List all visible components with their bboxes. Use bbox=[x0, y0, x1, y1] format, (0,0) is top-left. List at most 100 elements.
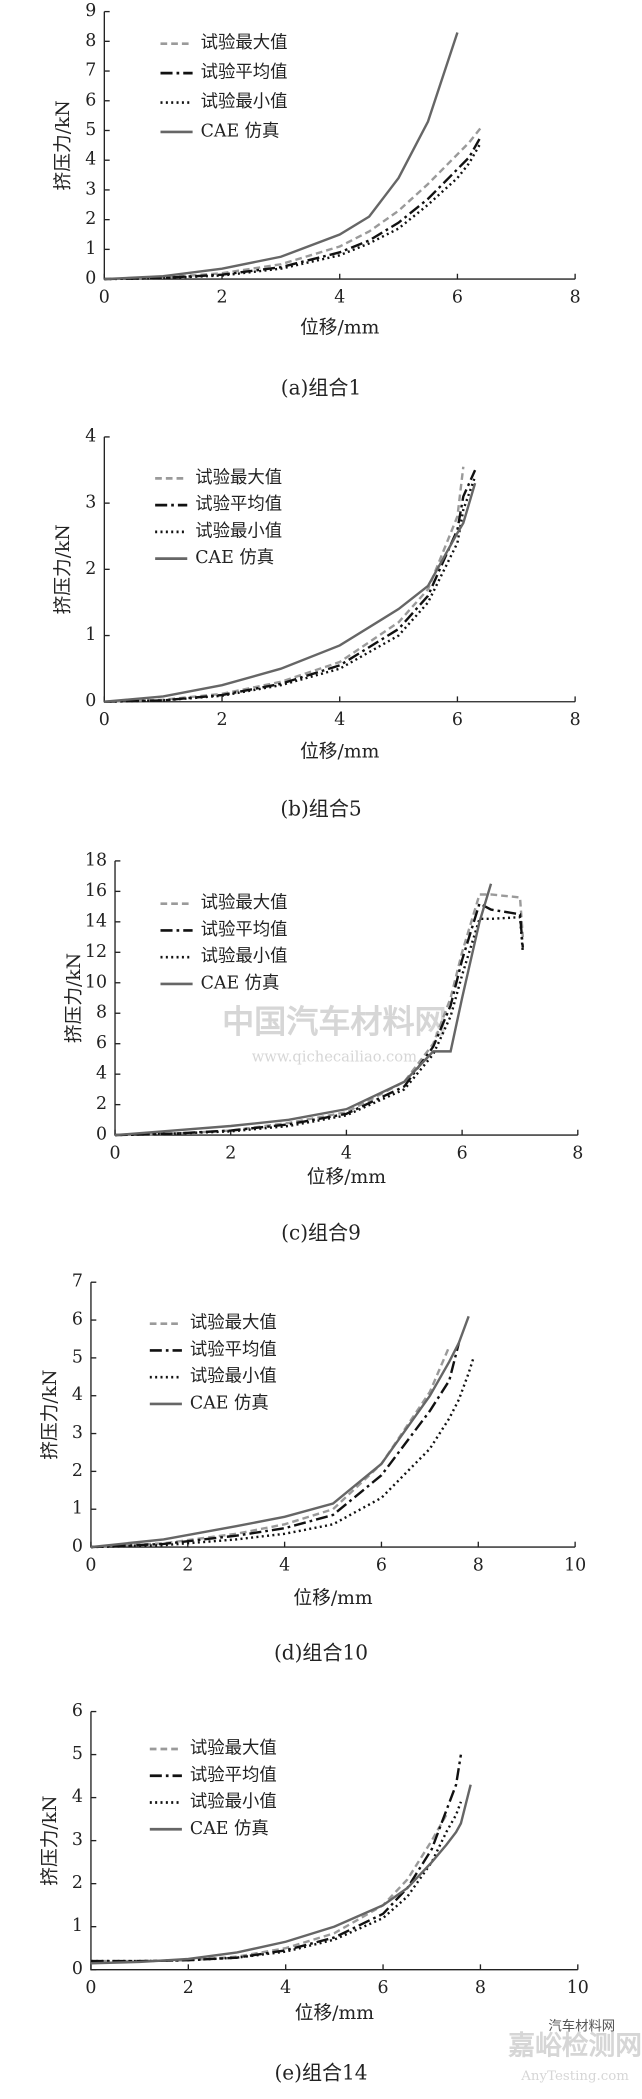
series-line bbox=[104, 135, 483, 281]
x-tick-label: 8 bbox=[475, 1978, 486, 1998]
y-tick-label: 2 bbox=[72, 1873, 83, 1893]
legend-label: 试验平均值 bbox=[190, 1340, 277, 1360]
legend-label: 试验最小值 bbox=[190, 1367, 277, 1387]
y-tick-label: 4 bbox=[72, 1385, 83, 1405]
x-tick-label: 0 bbox=[99, 287, 110, 307]
y-tick-label: 2 bbox=[72, 1461, 83, 1481]
x-tick-label: 2 bbox=[183, 1978, 194, 1998]
y-tick-label: 4 bbox=[85, 426, 96, 446]
x-tick-label: 2 bbox=[225, 1143, 236, 1163]
x-axis-label: 位移/mm bbox=[300, 742, 379, 763]
y-tick-label: 9 bbox=[85, 1, 96, 21]
series-line bbox=[104, 476, 477, 703]
legend-label: CAE 仿真 bbox=[195, 548, 274, 568]
y-tick-label: 18 bbox=[85, 850, 107, 870]
y-tick-label: 0 bbox=[96, 1125, 107, 1145]
x-tick-label: 6 bbox=[452, 287, 463, 307]
legend-label: 试验平均值 bbox=[201, 920, 288, 940]
legend-label: CAE 仿真 bbox=[201, 121, 280, 141]
y-tick-label: 5 bbox=[85, 120, 96, 140]
x-axis-label: 位移/mm bbox=[295, 2003, 374, 2024]
x-tick-label: 4 bbox=[280, 1978, 291, 1998]
y-tick-label: 2 bbox=[96, 1094, 107, 1114]
x-tick-label: 8 bbox=[570, 710, 581, 730]
y-tick-label: 1 bbox=[85, 239, 96, 259]
x-tick-label: 0 bbox=[85, 1555, 96, 1575]
legend-label: 试验最大值 bbox=[201, 893, 288, 913]
y-tick-label: 8 bbox=[85, 31, 96, 51]
y-axis-label: 挤压力/kN bbox=[40, 1370, 61, 1460]
y-tick-label: 0 bbox=[85, 269, 96, 289]
watermark: 嘉峪检测网 bbox=[508, 2029, 642, 2061]
y-tick-label: 2 bbox=[85, 209, 96, 229]
legend-label: 试验最大值 bbox=[190, 1739, 277, 1759]
y-tick-label: 10 bbox=[85, 972, 107, 992]
y-tick-label: 1 bbox=[85, 625, 96, 645]
y-tick-label: 14 bbox=[85, 911, 107, 931]
x-axis-label: 位移/mm bbox=[293, 1588, 372, 1609]
legend-label: 试验最小值 bbox=[195, 521, 282, 541]
x-tick-label: 4 bbox=[279, 1555, 290, 1575]
caption: (c)组合9 bbox=[281, 1221, 361, 1245]
y-tick-label: 6 bbox=[85, 90, 96, 110]
y-tick-label: 1 bbox=[72, 1499, 83, 1519]
legend-label: CAE 仿真 bbox=[190, 1819, 269, 1839]
x-tick-label: 2 bbox=[216, 710, 227, 730]
x-axis-label: 位移/mm bbox=[300, 318, 379, 339]
x-tick-label: 8 bbox=[570, 287, 581, 307]
y-tick-label: 7 bbox=[72, 1272, 83, 1292]
y-tick-label: 7 bbox=[85, 61, 96, 81]
series-line bbox=[90, 1754, 463, 1963]
x-tick-label: 4 bbox=[341, 1143, 352, 1163]
y-tick-label: 1 bbox=[72, 1916, 83, 1936]
y-tick-label: 6 bbox=[96, 1033, 107, 1053]
x-tick-label: 10 bbox=[567, 1978, 589, 1998]
series-line bbox=[90, 1357, 475, 1549]
caption: (e)组合14 bbox=[274, 2061, 367, 2085]
x-tick-label: 0 bbox=[85, 1978, 96, 1998]
watermark: AnyTesting.com bbox=[520, 2069, 629, 2084]
y-tick-label: 6 bbox=[72, 1310, 83, 1330]
axis bbox=[103, 11, 576, 280]
series-line bbox=[104, 126, 482, 281]
series-line bbox=[104, 32, 459, 281]
y-tick-label: 8 bbox=[96, 1003, 107, 1023]
legend-label: 试验最大值 bbox=[190, 1313, 277, 1333]
series-line bbox=[114, 901, 525, 1137]
y-tick-label: 4 bbox=[72, 1787, 83, 1807]
y-tick-label: 0 bbox=[85, 691, 96, 711]
y-tick-label: 5 bbox=[72, 1744, 83, 1764]
legend-label: 试验最大值 bbox=[195, 468, 282, 488]
x-tick-label: 6 bbox=[457, 1143, 468, 1163]
x-tick-label: 4 bbox=[334, 710, 345, 730]
y-tick-label: 4 bbox=[96, 1064, 107, 1084]
x-tick-label: 8 bbox=[572, 1143, 583, 1163]
y-tick-label: 4 bbox=[85, 150, 96, 170]
watermark: 中国汽车材料网 bbox=[222, 1003, 447, 1041]
legend-label: CAE 仿真 bbox=[190, 1393, 269, 1413]
x-tick-label: 0 bbox=[99, 710, 110, 730]
series-line bbox=[90, 1784, 472, 1965]
y-tick-label: 3 bbox=[85, 179, 96, 199]
x-axis-label: 位移/mm bbox=[307, 1167, 386, 1188]
axis bbox=[114, 860, 578, 1136]
y-tick-label: 6 bbox=[72, 1701, 83, 1721]
caption: (d)组合10 bbox=[274, 1641, 368, 1665]
y-axis-label: 挤压力/kN bbox=[40, 1796, 61, 1886]
series-line bbox=[90, 1346, 451, 1549]
x-tick-label: 4 bbox=[334, 287, 345, 307]
y-tick-label: 0 bbox=[72, 1537, 83, 1557]
x-tick-label: 6 bbox=[376, 1555, 387, 1575]
legend-label: 试验最大值 bbox=[201, 33, 288, 53]
legend-label: CAE 仿真 bbox=[201, 973, 280, 993]
legend-label: 试验平均值 bbox=[201, 63, 288, 83]
watermark: 汽车材料网 bbox=[548, 2018, 615, 2035]
legend-label: 试验最小值 bbox=[201, 92, 288, 112]
y-tick-label: 3 bbox=[85, 493, 96, 513]
series-line bbox=[90, 1342, 461, 1549]
y-axis-label: 挤压力/kN bbox=[53, 524, 74, 614]
series-line bbox=[90, 1315, 470, 1549]
series-line bbox=[104, 482, 477, 703]
watermark: www.qichecailiao.com bbox=[252, 1049, 417, 1066]
